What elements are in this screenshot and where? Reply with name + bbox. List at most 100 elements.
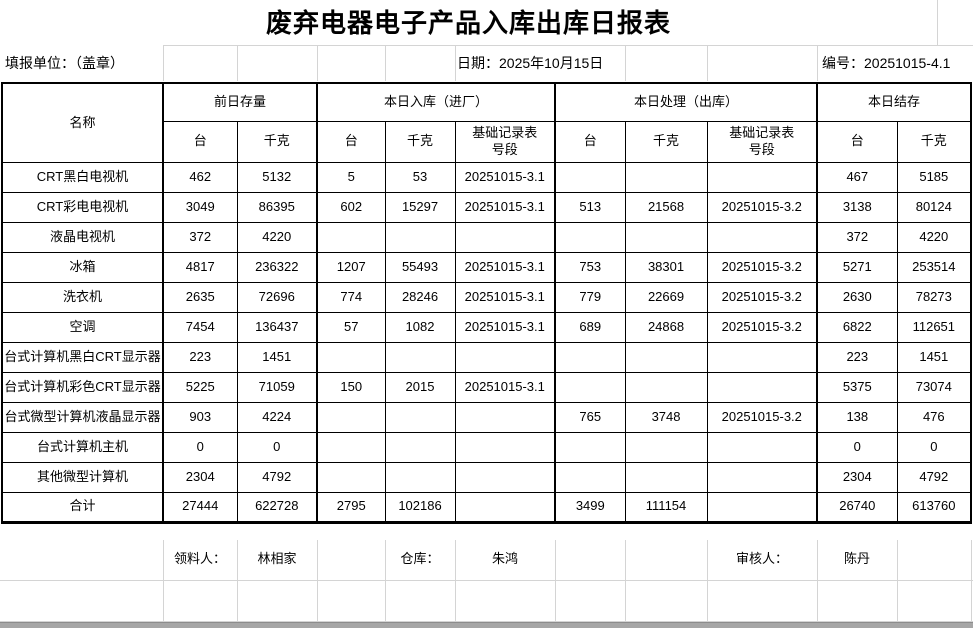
data-cell[interactable]: 613760 bbox=[896, 491, 972, 523]
data-cell[interactable] bbox=[454, 491, 556, 523]
data-cell[interactable] bbox=[384, 431, 456, 463]
data-cell[interactable]: 20251015-3.2 bbox=[706, 311, 818, 343]
data-cell[interactable]: 53 bbox=[384, 161, 456, 193]
data-cell[interactable]: 4792 bbox=[236, 461, 318, 493]
data-cell[interactable]: 0 bbox=[896, 431, 972, 463]
data-cell[interactable] bbox=[316, 461, 386, 493]
data-cell[interactable] bbox=[706, 341, 818, 373]
data-cell[interactable]: 2015 bbox=[384, 371, 456, 403]
sig-name-auditor[interactable]: 陈丹 bbox=[843, 551, 870, 566]
data-cell[interactable]: 27444 bbox=[162, 491, 238, 523]
sub-header-kg[interactable]: 千克 bbox=[236, 120, 318, 163]
sub-header-units[interactable]: 台 bbox=[162, 120, 238, 163]
data-cell[interactable]: 4817 bbox=[162, 251, 238, 283]
group-header-outbound[interactable]: 本日处理（出库） bbox=[554, 82, 818, 122]
data-cell[interactable]: 476 bbox=[896, 401, 972, 433]
data-cell[interactable]: 111154 bbox=[624, 491, 708, 523]
sig-label-warehouse[interactable]: 仓库： bbox=[400, 551, 440, 566]
data-cell[interactable]: 38301 bbox=[624, 251, 708, 283]
sub-header-record-range[interactable]: 基础记录表 号段 bbox=[454, 120, 556, 163]
data-cell[interactable]: 20251015-3.1 bbox=[454, 281, 556, 313]
data-cell[interactable]: 774 bbox=[316, 281, 386, 313]
col-header-name[interactable]: 名称 bbox=[1, 82, 164, 163]
data-cell[interactable]: 2635 bbox=[162, 281, 238, 313]
data-cell[interactable]: 0 bbox=[162, 431, 238, 463]
data-cell[interactable]: 3049 bbox=[162, 191, 238, 223]
data-cell[interactable] bbox=[624, 461, 708, 493]
row-name-cell[interactable]: 台式计算机彩色CRT显示器 bbox=[1, 371, 164, 403]
sig-label-auditor[interactable]: 审核人： bbox=[735, 551, 788, 566]
data-cell[interactable]: 2304 bbox=[816, 461, 898, 493]
page-title[interactable]: 废弃电器电子产品入库出库日报表 bbox=[265, 8, 671, 38]
sub-header-units[interactable]: 台 bbox=[316, 120, 386, 163]
data-cell[interactable]: 20251015-3.1 bbox=[454, 191, 556, 223]
data-cell[interactable]: 236322 bbox=[236, 251, 318, 283]
data-cell[interactable]: 3499 bbox=[554, 491, 626, 523]
row-name-cell[interactable]: CRT彩电电视机 bbox=[1, 191, 164, 223]
data-cell[interactable]: 78273 bbox=[896, 281, 972, 313]
sub-header-kg[interactable]: 千克 bbox=[896, 120, 972, 163]
data-cell[interactable]: 102186 bbox=[384, 491, 456, 523]
data-cell[interactable]: 0 bbox=[236, 431, 318, 463]
data-cell[interactable]: 1451 bbox=[896, 341, 972, 373]
data-cell[interactable]: 20251015-3.2 bbox=[706, 251, 818, 283]
data-cell[interactable] bbox=[454, 221, 556, 253]
data-cell[interactable]: 602 bbox=[316, 191, 386, 223]
sub-header-kg[interactable]: 千克 bbox=[624, 120, 708, 163]
data-cell[interactable] bbox=[554, 221, 626, 253]
row-name-cell[interactable]: 台式计算机黑白CRT显示器 bbox=[1, 341, 164, 373]
data-cell[interactable] bbox=[706, 431, 818, 463]
data-cell[interactable]: 20251015-3.1 bbox=[454, 161, 556, 193]
data-cell[interactable] bbox=[316, 341, 386, 373]
data-cell[interactable] bbox=[624, 371, 708, 403]
data-cell[interactable] bbox=[316, 401, 386, 433]
data-cell[interactable]: 779 bbox=[554, 281, 626, 313]
data-cell[interactable]: 753 bbox=[554, 251, 626, 283]
data-cell[interactable] bbox=[454, 401, 556, 433]
data-cell[interactable]: 1451 bbox=[236, 341, 318, 373]
data-cell[interactable]: 112651 bbox=[896, 311, 972, 343]
data-cell[interactable] bbox=[706, 491, 818, 523]
data-cell[interactable]: 689 bbox=[554, 311, 626, 343]
data-cell[interactable]: 55493 bbox=[384, 251, 456, 283]
data-cell[interactable] bbox=[384, 341, 456, 373]
data-cell[interactable]: 80124 bbox=[896, 191, 972, 223]
data-cell[interactable]: 20251015-3.1 bbox=[454, 251, 556, 283]
group-header-balance[interactable]: 本日结存 bbox=[816, 82, 972, 122]
sub-header-kg[interactable]: 千克 bbox=[384, 120, 456, 163]
data-cell[interactable]: 22669 bbox=[624, 281, 708, 313]
data-cell[interactable]: 2630 bbox=[816, 281, 898, 313]
data-cell[interactable]: 6822 bbox=[816, 311, 898, 343]
row-name-cell[interactable]: CRT黑白电视机 bbox=[1, 161, 164, 193]
data-cell[interactable] bbox=[706, 221, 818, 253]
data-cell[interactable]: 372 bbox=[816, 221, 898, 253]
data-cell[interactable] bbox=[554, 461, 626, 493]
data-cell[interactable] bbox=[316, 431, 386, 463]
data-cell[interactable]: 1082 bbox=[384, 311, 456, 343]
data-cell[interactable] bbox=[706, 461, 818, 493]
data-cell[interactable]: 86395 bbox=[236, 191, 318, 223]
data-cell[interactable]: 5271 bbox=[816, 251, 898, 283]
data-cell[interactable]: 136437 bbox=[236, 311, 318, 343]
date-cell[interactable]: 日期：2025年10月15日 bbox=[457, 55, 604, 71]
sub-header-units[interactable]: 台 bbox=[816, 120, 898, 163]
group-header-prev-stock[interactable]: 前日存量 bbox=[161, 82, 318, 122]
horizontal-scrollbar[interactable] bbox=[0, 622, 973, 628]
data-cell[interactable]: 765 bbox=[554, 401, 626, 433]
data-cell[interactable] bbox=[624, 161, 708, 193]
data-cell[interactable]: 5132 bbox=[236, 161, 318, 193]
data-cell[interactable]: 5 bbox=[316, 161, 386, 193]
row-name-cell[interactable]: 台式计算机主机 bbox=[1, 431, 164, 463]
data-cell[interactable]: 3138 bbox=[816, 191, 898, 223]
data-cell[interactable] bbox=[316, 221, 386, 253]
data-cell[interactable]: 3748 bbox=[624, 401, 708, 433]
data-cell[interactable]: 15297 bbox=[384, 191, 456, 223]
data-cell[interactable] bbox=[624, 431, 708, 463]
data-cell[interactable] bbox=[384, 221, 456, 253]
data-cell[interactable]: 903 bbox=[162, 401, 238, 433]
data-cell[interactable]: 513 bbox=[554, 191, 626, 223]
row-name-cell[interactable]: 合计 bbox=[1, 491, 164, 523]
data-cell[interactable]: 150 bbox=[316, 371, 386, 403]
data-cell[interactable]: 2304 bbox=[162, 461, 238, 493]
data-cell[interactable]: 2795 bbox=[316, 491, 386, 523]
